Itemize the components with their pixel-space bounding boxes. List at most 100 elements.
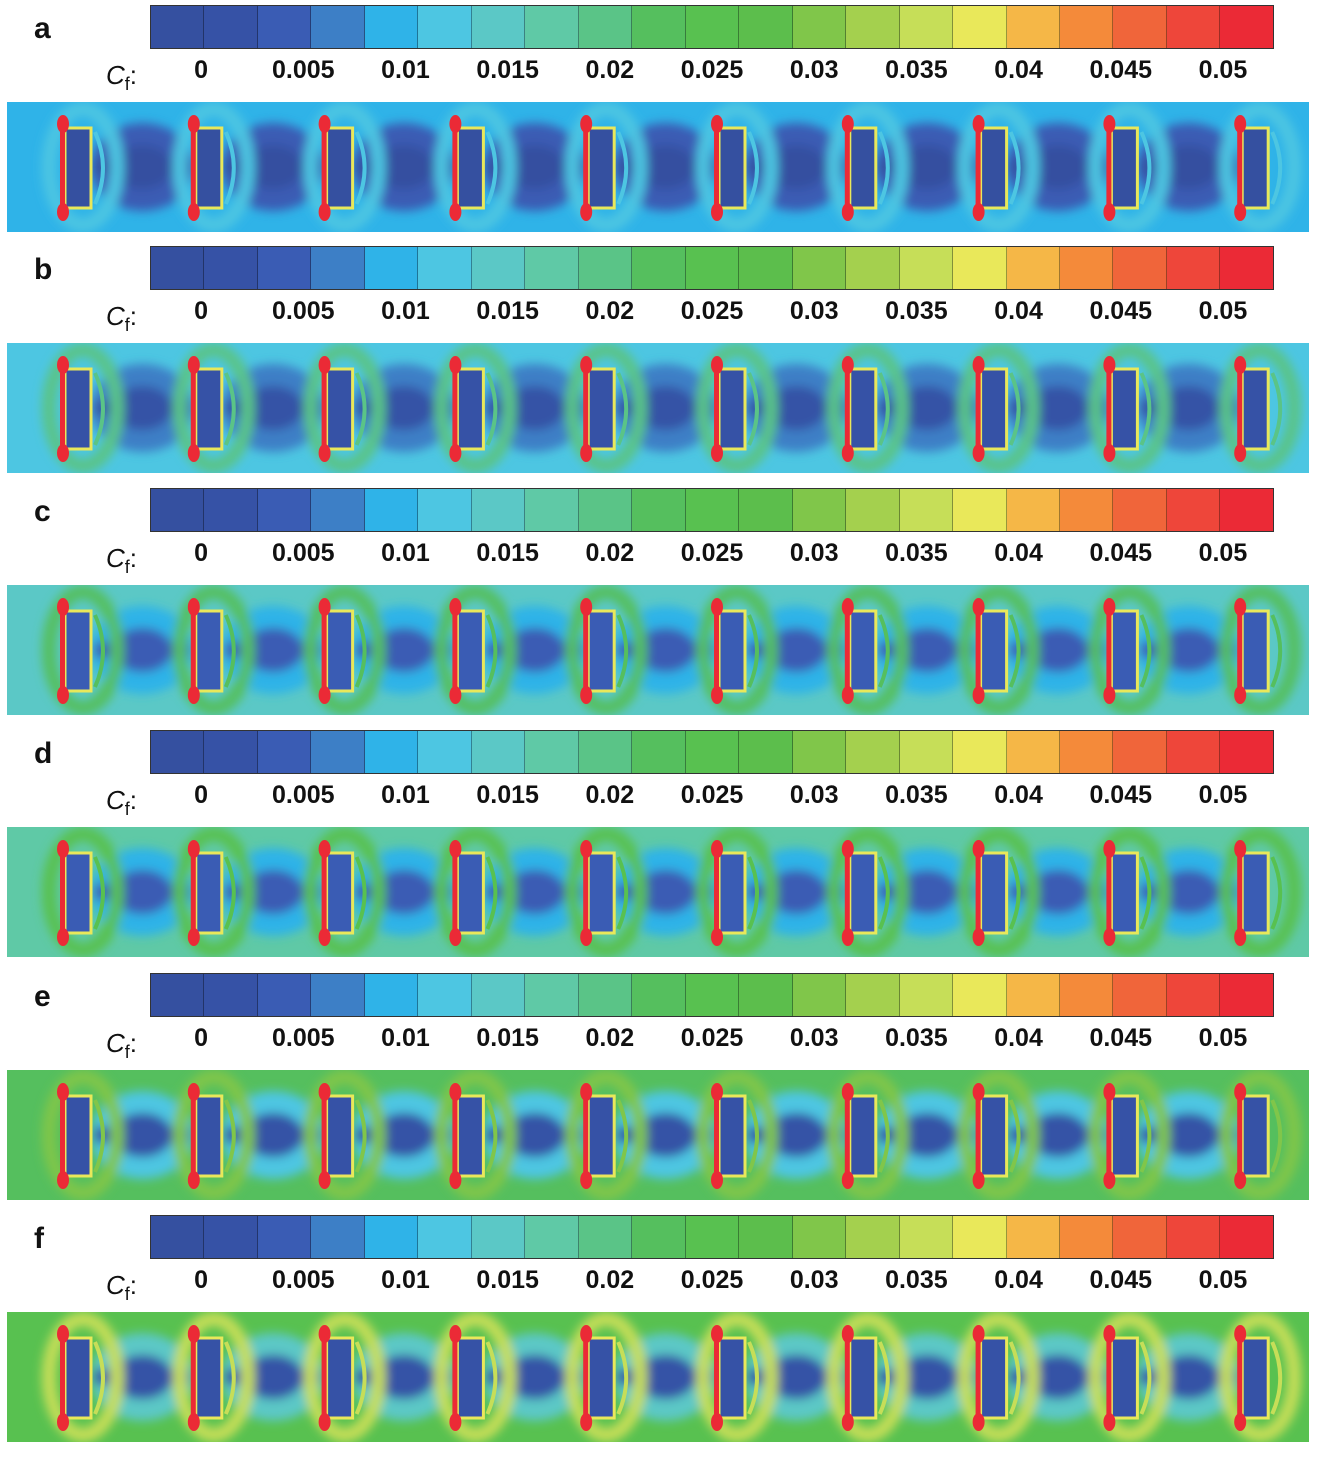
edge-hotspot-bottom	[711, 203, 723, 221]
colorbar-segment	[204, 489, 258, 531]
colorbar-segment	[953, 489, 1007, 531]
colorbar-tick-label: 0.025	[680, 297, 744, 325]
element-halo	[957, 1312, 1040, 1442]
colorbar-segment	[1059, 6, 1114, 48]
element-leading-edge	[60, 611, 65, 691]
element-halo	[1088, 1312, 1171, 1442]
colorbar-segment	[1166, 731, 1221, 773]
element-halo	[172, 585, 255, 715]
colorbar-tick-label: 0.005	[271, 539, 335, 567]
element-arc	[223, 1341, 236, 1415]
colorbar-tick-label: 0.01	[381, 297, 430, 325]
element-halo	[826, 102, 909, 232]
smooth-layer	[42, 102, 1302, 232]
element-leading-edge	[60, 1338, 65, 1418]
element-leading-edge	[714, 1096, 719, 1176]
colorbar-segment	[899, 489, 954, 531]
element-halo	[696, 1312, 778, 1442]
panel-a: a Cf: 0 0.005 0.01 0.015 0.02 0.025 0.03 0.035 0…	[0, 0, 1322, 243]
colorbar-segment	[1220, 1216, 1273, 1258]
colorbar-segment	[953, 247, 1007, 289]
colorbar-segment	[899, 974, 954, 1016]
element-body	[455, 851, 485, 935]
colorbar-tick-label: 0.05	[1198, 539, 1248, 567]
colorbar-segment	[525, 731, 579, 773]
colorbar-tick-label: 0.04	[994, 56, 1043, 84]
element-arc	[616, 1099, 629, 1173]
colorbar-segment	[418, 974, 472, 1016]
edge-hotspot-bottom	[449, 1171, 462, 1189]
element-halo	[303, 585, 386, 715]
colorbar-tick-label: 0.015	[476, 1024, 539, 1052]
edge-hotspot-top	[972, 356, 985, 374]
element-arc	[1139, 131, 1152, 205]
colorbar-segment	[257, 1216, 312, 1258]
element-body	[1240, 1094, 1270, 1178]
element-body	[717, 609, 747, 693]
element-halo	[826, 827, 909, 957]
colorbar-tick-label: 0	[194, 1024, 209, 1052]
element-halo	[303, 827, 386, 957]
element-halo	[303, 1070, 386, 1200]
element-leading-edge	[975, 611, 981, 691]
edge-hotspot-top	[972, 840, 985, 858]
element-leading-edge	[321, 128, 327, 208]
element-body	[63, 609, 93, 693]
element-arc	[747, 614, 759, 688]
element-leading-edge	[321, 611, 327, 691]
element-arc	[1270, 1341, 1283, 1415]
edge-hotspot-bottom	[57, 686, 69, 704]
element-halo	[565, 1312, 648, 1442]
edge-hotspot-top	[972, 115, 985, 133]
colorbar-segment	[685, 6, 740, 48]
element-body	[194, 126, 224, 210]
edge-hotspot-bottom	[972, 686, 985, 704]
element-arc	[485, 131, 498, 205]
element-arc	[93, 1099, 105, 1173]
colorbar-tick-label: 0.045	[1089, 56, 1152, 84]
contour-svg	[7, 827, 1309, 957]
colorbar-tick-label: 0.03	[789, 781, 839, 809]
colorbar-segment	[1220, 247, 1273, 289]
colorbar-segment	[685, 247, 740, 289]
colorbar-label: Cf:	[106, 785, 138, 820]
edge-hotspot-top	[187, 598, 200, 616]
colorbar-tick-label: 0.035	[885, 1266, 948, 1294]
edge-hotspot-top	[841, 1325, 854, 1343]
element-leading-edge	[714, 128, 719, 208]
element-halo	[957, 343, 1040, 473]
element-body	[586, 851, 616, 935]
cf-contour-field	[7, 827, 1309, 957]
panel-letter: d	[34, 737, 53, 770]
edge-hotspot-top	[187, 356, 200, 374]
contour-svg	[7, 343, 1309, 473]
element-body	[979, 1336, 1009, 1420]
colorbar	[150, 246, 1274, 290]
colorbar-tick-label: 0	[194, 297, 209, 325]
element-body	[194, 609, 224, 693]
element-arc	[485, 372, 498, 446]
colorbar-tick-label: 0.005	[271, 1024, 335, 1052]
colorbar	[150, 5, 1274, 49]
element-body	[1109, 851, 1139, 935]
element-halo	[957, 585, 1040, 715]
element-arc	[616, 1341, 629, 1415]
element-arc	[354, 614, 367, 688]
element-arc	[616, 614, 629, 688]
element-body	[717, 1336, 747, 1420]
colorbar-tick-label: 0.03	[789, 56, 839, 84]
element-body	[848, 851, 878, 935]
element-body	[455, 609, 485, 693]
edge-hotspot-bottom	[187, 203, 200, 221]
colorbar-segment	[257, 489, 312, 531]
colorbar-tick-label: 0.035	[885, 297, 948, 325]
element-body	[979, 609, 1009, 693]
edge-hotspot-bottom	[972, 1171, 985, 1189]
colorbar-segment	[792, 731, 847, 773]
colorbar-tick-label: 0.03	[789, 1266, 839, 1294]
element-halo	[696, 102, 778, 232]
element-leading-edge	[60, 1096, 65, 1176]
element-arc	[747, 1099, 759, 1173]
element-body	[455, 1094, 485, 1178]
element-halo	[42, 343, 124, 473]
